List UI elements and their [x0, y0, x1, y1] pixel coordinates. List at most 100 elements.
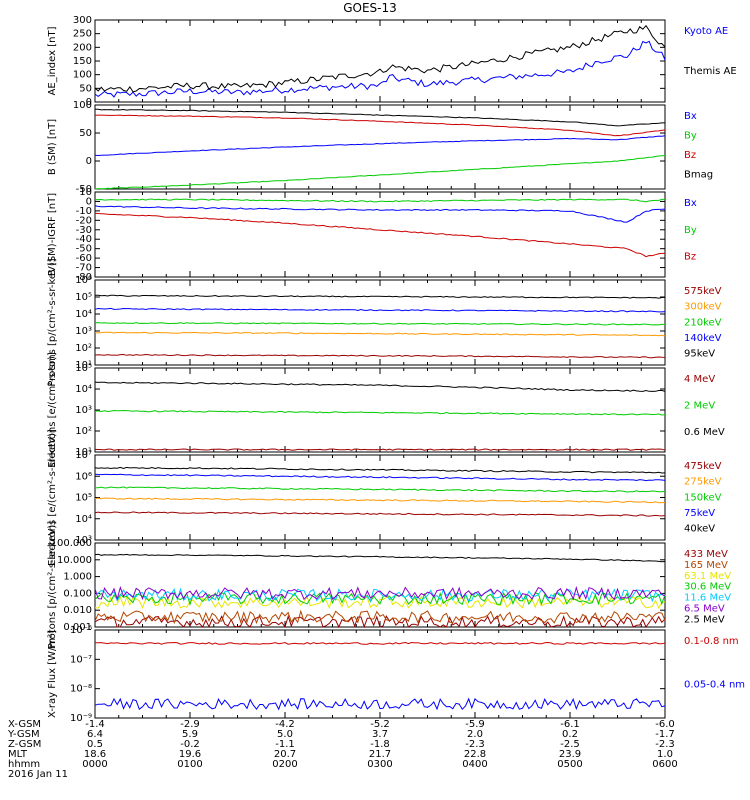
- ephemeris-row-label: Z-GSM: [8, 739, 41, 750]
- y-tick-label: 0.010: [63, 605, 92, 616]
- y-tick-label: 50: [79, 83, 92, 94]
- ephemeris-row-label: hhmm: [8, 759, 40, 770]
- series-line-11-6-mev: [94, 587, 666, 603]
- y-tick-label: 50: [79, 128, 92, 139]
- y-tick-label: 10⁻⁷: [70, 654, 92, 665]
- panel-frame: [94, 191, 666, 278]
- series-line-2-5-mev: [94, 553, 666, 563]
- series-line-140kev: [94, 307, 666, 313]
- y-tick-label: 100: [73, 70, 92, 81]
- panel-8: 10⁻⁹ 10⁻⁸ 10⁻⁷ 10⁻⁶ X-ray Flux [W/m²] 0.1-0.8…: [47, 625, 745, 724]
- series-line-210kev: [94, 322, 666, 326]
- series-line-2-mev: [94, 409, 666, 416]
- y-axis-label: B (SM) [nT]: [47, 119, 58, 175]
- legend-entry: 300keV: [684, 302, 722, 313]
- ephemeris-value: 2.0: [467, 729, 483, 740]
- y-axis-label: B (SM)-IGRF [nT]: [47, 193, 58, 276]
- y-tick-label: 10⁴: [75, 514, 92, 525]
- legend-entry: 40keV: [684, 524, 715, 535]
- ephemeris-value: 5.9: [182, 729, 198, 740]
- y-axis-label: Electrons [e/(cm²-s-sr)]: [47, 352, 58, 468]
- legend-entry: 6.5 MeV: [684, 603, 725, 614]
- ephemeris-row-label: Y-GSM: [7, 729, 40, 740]
- legend-entry: Bx: [684, 111, 697, 122]
- legend-entry: 433 MeV: [684, 549, 728, 560]
- series-line-0-1-0-8-nm: [95, 641, 666, 645]
- y-tick-label: 10.000: [57, 555, 92, 566]
- legend-entry: 11.6 MeV: [684, 593, 731, 604]
- y-axis-label: Protons [p/(cm²-s-sr-keV)]: [47, 521, 58, 649]
- ephemeris-value: 18.6: [84, 749, 106, 760]
- legend-entry: 150keV: [684, 492, 722, 503]
- y-tick-label: 10²: [75, 343, 92, 354]
- ephemeris-value: 0100: [177, 759, 202, 770]
- y-axis-label: AE_index [nT]: [47, 26, 58, 95]
- ephemeris-row-label: X-GSM: [8, 719, 41, 730]
- y-tick-label: 10⁵: [75, 292, 92, 303]
- series-line-150kev: [94, 486, 666, 493]
- ephemeris-value: 0200: [272, 759, 297, 770]
- y-tick-label: -10: [76, 206, 92, 217]
- ephemeris-value: -5.9: [465, 719, 485, 730]
- y-tick-label: -50: [76, 184, 92, 195]
- ephemeris-value: 0.2: [562, 729, 578, 740]
- y-tick-label: 0: [86, 156, 92, 167]
- legend-entry: 275keV: [684, 477, 722, 488]
- series-line-40kev: [94, 466, 666, 474]
- legend-entry: 75keV: [684, 508, 715, 519]
- series-line-bx: [94, 205, 666, 223]
- panel-4: 10¹ 10² 10³ 10⁴ 10⁵ 10⁶ Protons [p/(cm²-s-sr-k…: [47, 258, 722, 386]
- ephemeris-value: 23.9: [559, 749, 581, 760]
- legend-entry: 95keV: [684, 349, 715, 360]
- panel-3: 100-10-20-30-40-50-60-70-80B (SM)-IGRF […: [47, 187, 697, 283]
- legend-entry: Bx: [684, 198, 697, 209]
- y-tick-label: 200: [73, 42, 92, 53]
- ephemeris-value: -6.0: [655, 719, 675, 730]
- panel-frame: [94, 542, 666, 628]
- legend-entry: Bz: [684, 252, 696, 263]
- series-line-575kev: [94, 353, 666, 359]
- legend-entry: 0.1-0.8 nm: [684, 636, 739, 647]
- series-line-bz: [94, 212, 665, 258]
- ephemeris-value: 0600: [652, 759, 677, 770]
- ephemeris-value: -1.7: [655, 729, 675, 740]
- ephemeris-value: -2.5: [560, 739, 580, 750]
- ephemeris-value: -0.2: [180, 739, 200, 750]
- y-tick-label: 0.100: [63, 588, 92, 599]
- y-tick-label: 10⁴: [75, 309, 92, 320]
- legend-entry: Themis AE: [683, 66, 737, 77]
- y-tick-label: 0: [86, 196, 92, 207]
- plot-title: GOES-13: [343, 1, 397, 15]
- series-line-30-6-mev: [94, 591, 666, 607]
- legend-entry: Bmag: [684, 169, 713, 180]
- ephemeris-value: -2.9: [180, 719, 200, 730]
- ephemeris-value: 22.8: [464, 749, 486, 760]
- y-axis-label: Protons [p/(cm²-s-sr-keV)]: [47, 258, 58, 386]
- y-tick-label: 10⁵: [75, 493, 92, 504]
- ephemeris-value: 6.4: [87, 729, 103, 740]
- legend-entry: 2.5 MeV: [684, 614, 725, 625]
- y-axis-label: X-ray Flux [W/m²]: [47, 630, 58, 718]
- legend-entry: 0.05-0.4 nm: [684, 679, 745, 690]
- series-line-by: [95, 198, 666, 203]
- y-tick-label: -20: [76, 215, 92, 226]
- panel-frame: [94, 104, 666, 190]
- panel-frame: [94, 367, 666, 453]
- series-line-themis-ae: [94, 24, 666, 93]
- panel-5: 10¹ 10² 10³ 10⁴ 10⁵ Electrons [e/(cm²-s-sr)] 4…: [47, 352, 725, 468]
- y-tick-label: -30: [76, 225, 92, 236]
- y-tick-label: 10⁴: [75, 384, 92, 395]
- y-tick-label: 10: [79, 187, 92, 198]
- ephemeris-value: 3.7: [372, 729, 388, 740]
- y-tick-label: -60: [76, 253, 92, 264]
- legend-entry: 140keV: [684, 333, 722, 344]
- legend-entry: 575keV: [684, 286, 722, 297]
- legend-entry: 4 MeV: [684, 374, 715, 385]
- legend-entry: Kyoto AE: [684, 26, 728, 37]
- y-axis-label: Electrons [e/(cm²-s-sr-keV)]: [47, 429, 58, 566]
- series-line-6-5-mev: [94, 585, 666, 601]
- ephemeris-table: X-GSM -1.4 -2.9 -4.2 -5.2 -5.9 -6.1 -6.0 Y-GSM 6.…: [7, 719, 678, 780]
- y-tick-label: 1.000: [63, 572, 92, 583]
